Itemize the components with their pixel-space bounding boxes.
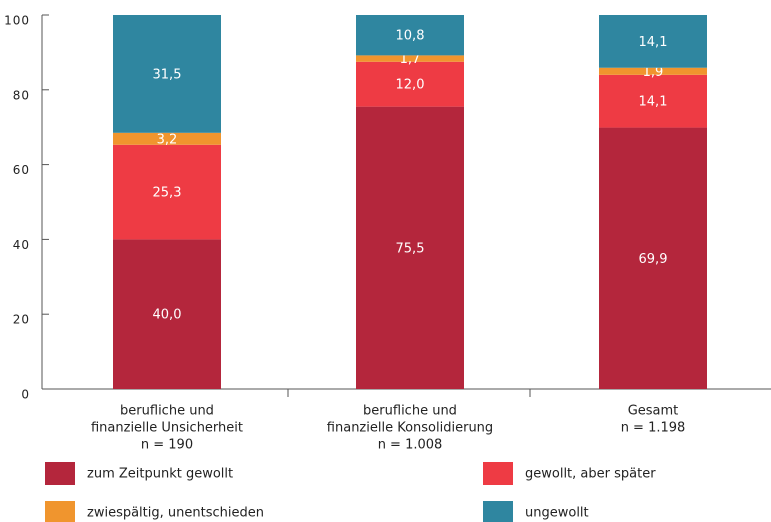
bar-segment xyxy=(599,15,707,68)
bar-segment xyxy=(356,15,464,56)
value-label: 1,9 xyxy=(643,65,664,80)
legend-label: zwiespältig, unentschieden xyxy=(87,506,264,521)
legend-swatch xyxy=(45,501,75,522)
legend-label: gewollt, aber später xyxy=(525,467,656,482)
x-tick-label: berufliche und xyxy=(120,404,214,419)
bar-segment xyxy=(113,15,221,133)
y-tick-label: 80 xyxy=(13,88,30,102)
value-label: 69,9 xyxy=(639,252,668,267)
value-label: 25,3 xyxy=(153,186,182,201)
value-label: 3,2 xyxy=(157,132,178,147)
x-tick-label: n = 1.008 xyxy=(378,438,443,453)
value-label: 40,0 xyxy=(153,308,182,323)
value-label: 10,8 xyxy=(396,29,425,44)
bar-segment xyxy=(599,67,707,75)
x-tick-label: berufliche und xyxy=(363,404,457,419)
bar-segment xyxy=(599,74,707,128)
bar-segment xyxy=(113,132,221,145)
value-label: 1,7 xyxy=(400,52,421,67)
y-tick-label: 0 xyxy=(21,388,30,402)
legend-swatch xyxy=(483,501,513,522)
x-tick-label: n = 1.198 xyxy=(621,421,686,436)
y-tick-label: 60 xyxy=(13,163,30,177)
x-tick-label: Gesamt xyxy=(628,404,679,419)
bar-segment xyxy=(113,144,221,240)
bar-segment xyxy=(599,127,707,389)
y-tick-label: 20 xyxy=(13,313,30,327)
bar-segment xyxy=(113,239,221,389)
value-label: 14,1 xyxy=(639,35,668,50)
legend-label: zum Zeitpunkt gewollt xyxy=(87,467,233,482)
y-tick-label: 100 xyxy=(4,14,30,28)
legend-swatch xyxy=(45,462,75,485)
x-tick-label: n = 190 xyxy=(141,438,193,453)
value-label: 75,5 xyxy=(396,241,425,256)
y-tick-label: 40 xyxy=(13,238,30,252)
bar-segment xyxy=(356,61,464,107)
bar-segment xyxy=(356,55,464,62)
legend-swatch xyxy=(483,462,513,485)
legend-label: ungewollt xyxy=(525,506,589,521)
bar-segment xyxy=(356,106,464,389)
x-tick-label: finanzielle Unsicherheit xyxy=(91,421,243,436)
value-label: 12,0 xyxy=(396,78,425,93)
value-label: 31,5 xyxy=(153,67,182,82)
x-tick-label: finanzielle Konsolidierung xyxy=(327,421,493,436)
value-label: 14,1 xyxy=(639,95,668,110)
